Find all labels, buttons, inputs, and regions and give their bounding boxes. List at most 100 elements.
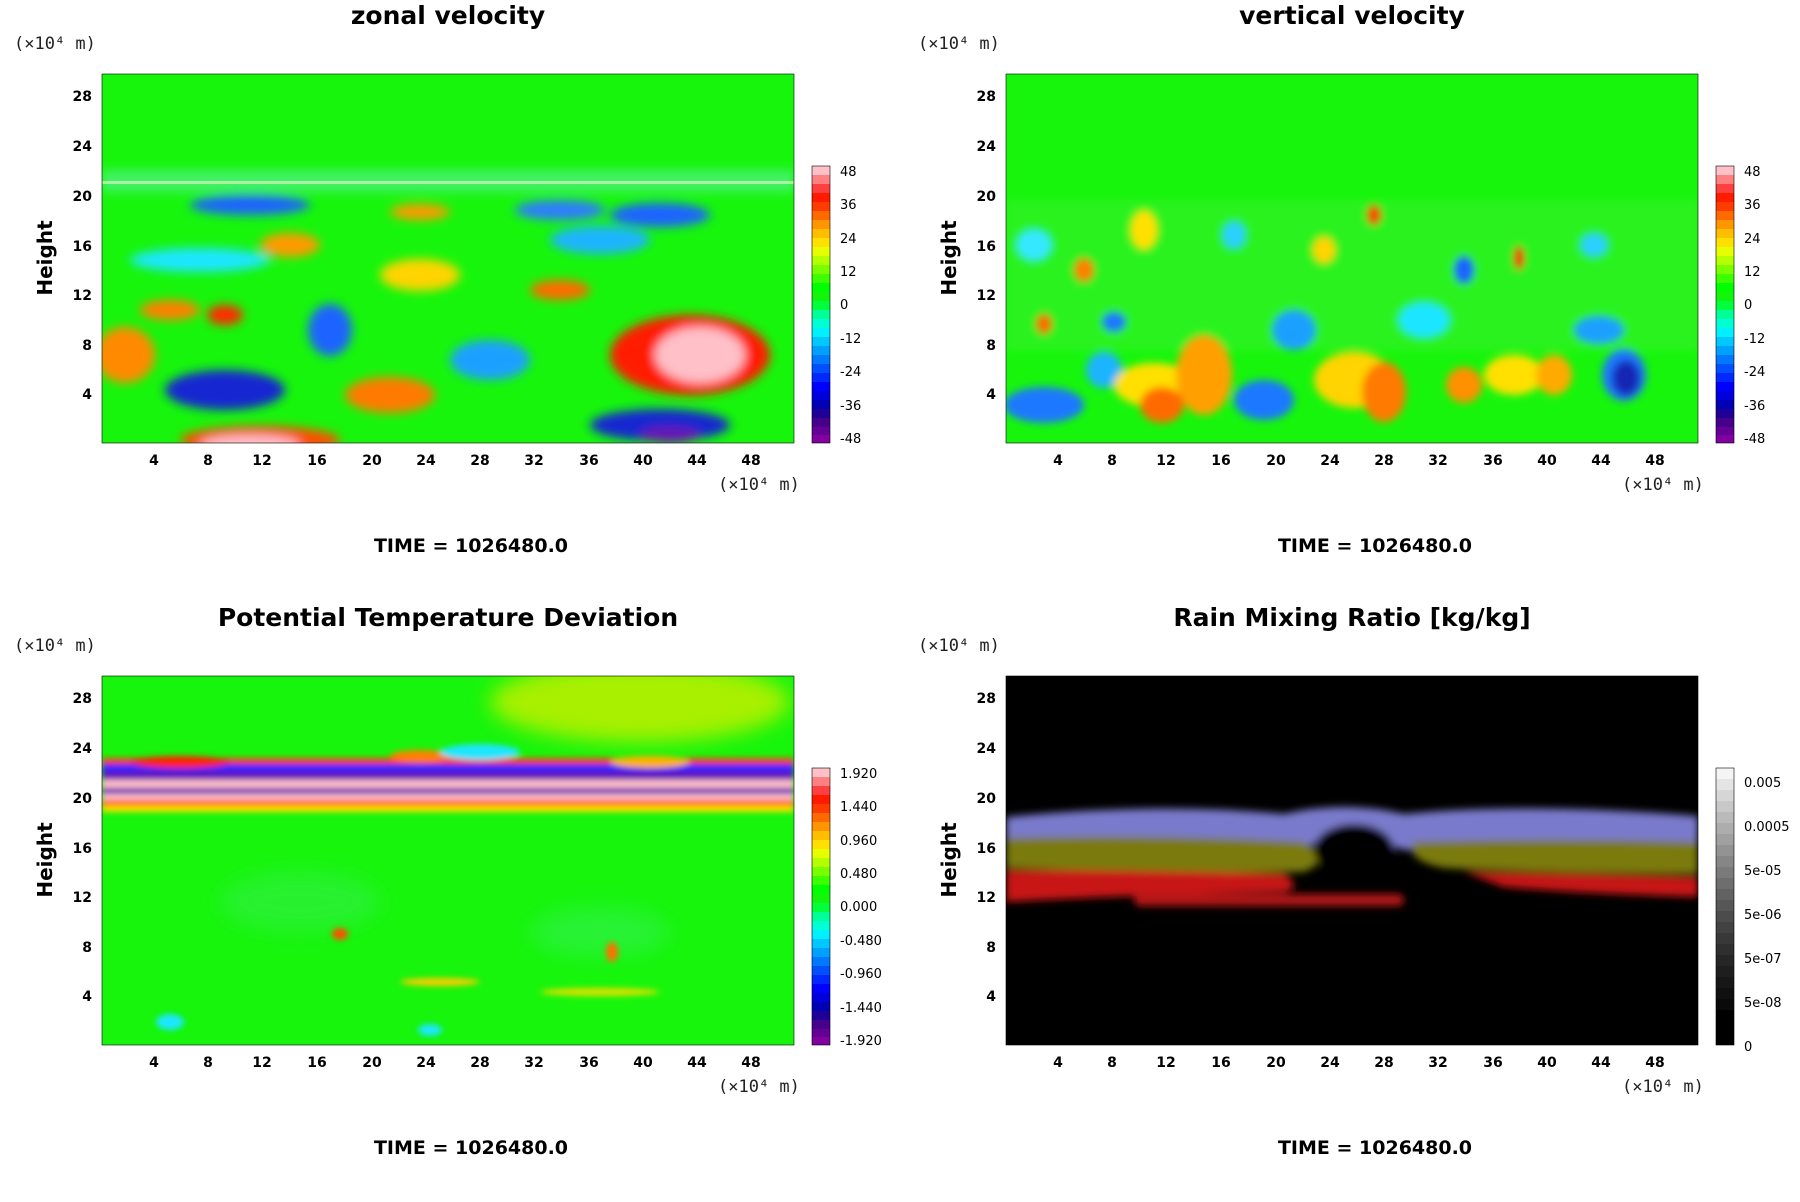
x-tick-label: 24 [416, 453, 436, 469]
y-tick-label: 28 [977, 89, 996, 105]
colorbar-label: -1.440 [840, 1001, 882, 1016]
x-tick-label: 16 [1211, 453, 1230, 469]
x-tick-label: 24 [416, 1055, 436, 1071]
x-tick-label: 36 [1483, 453, 1502, 469]
x-tick-label: 28 [1374, 1055, 1393, 1071]
chart-title: Potential Temperature Deviation [218, 603, 678, 632]
colorbar-label: -24 [1744, 365, 1765, 380]
y-tick-label: 16 [977, 239, 996, 255]
y-tick-label: 28 [977, 691, 996, 707]
x-tick-label: 8 [1107, 453, 1117, 469]
time-label: TIME = 1026480.0 [374, 1137, 568, 1159]
y-tick-label: 4 [986, 387, 996, 403]
time-label: TIME = 1026480.0 [1278, 1137, 1472, 1159]
colorbar-label: -0.480 [840, 934, 882, 949]
y-tick-label: 16 [73, 841, 92, 857]
x-tick-label: 44 [687, 453, 707, 469]
x-ticks: 4 8 12 16 20 24 28 32 36 40 44 48 [1053, 1055, 1665, 1071]
y-tick-label: 12 [977, 890, 996, 906]
y-tick-label: 28 [73, 89, 92, 105]
vertical-velocity-chart: vertical velocity (×10⁴ m) [918, 1, 1765, 557]
x-tick-label: 12 [252, 453, 271, 469]
colorbar-label: 5e-08 [1744, 996, 1782, 1011]
heatmap-field [1006, 676, 1698, 1045]
x-tick-label: 44 [1591, 1055, 1611, 1071]
x-tick-label: 8 [203, 453, 213, 469]
rain-mixing-ratio-chart: Rain Mixing Ratio [kg/kg] (×10⁴ m) Heigh… [918, 603, 1790, 1159]
colorbar-label: 5e-06 [1744, 908, 1782, 923]
colorbar-label: 0.000 [840, 900, 877, 915]
panel-zonal-velocity: zonal velocity (×10⁴ m) [0, 0, 900, 600]
colorbar-label: 0 [1744, 298, 1752, 313]
y-tick-label: 4 [986, 989, 996, 1005]
y-unit-label: (×10⁴ m) [14, 34, 96, 54]
y-ticks: 4 8 12 16 20 24 28 [73, 89, 93, 403]
x-tick-label: 28 [470, 1055, 489, 1071]
y-tick-label: 20 [73, 791, 93, 807]
colorbar [811, 767, 831, 1046]
colorbar-label: 12 [1744, 265, 1761, 280]
colorbar-label: 5e-05 [1744, 864, 1782, 879]
y-tick-label: 28 [73, 691, 92, 707]
colorbar [1715, 165, 1735, 444]
potential-temperature-chart: Potential Temperature Deviation (×10⁴ m) [14, 603, 882, 1159]
y-unit-label: (×10⁴ m) [918, 636, 1000, 656]
x-tick-label: 48 [1645, 1055, 1664, 1071]
x-tick-label: 20 [362, 453, 382, 469]
chart-title: vertical velocity [1239, 1, 1465, 30]
colorbar-labels: 48 36 24 12 0 -12 -24 -36 -48 [1744, 165, 1765, 447]
colorbar-label: 0.960 [840, 834, 877, 849]
time-label: TIME = 1026480.0 [1278, 535, 1472, 557]
y-axis-label: Height [937, 822, 961, 898]
x-tick-label: 20 [1266, 1055, 1286, 1071]
y-tick-label: 24 [977, 139, 997, 155]
colorbar-labels: 0.005 0.0005 5e-05 5e-06 5e-07 5e-08 0 [1744, 776, 1790, 1055]
x-ticks: 4 8 12 16 20 24 28 32 36 40 44 48 [149, 453, 761, 469]
x-tick-label: 36 [1483, 1055, 1502, 1071]
colorbar-label: 0.0005 [1744, 820, 1790, 835]
colorbar-label: -48 [840, 432, 861, 447]
colorbar [811, 165, 831, 444]
x-unit-label: (×10⁴ m) [1622, 475, 1704, 495]
y-tick-label: 4 [82, 387, 92, 403]
y-tick-label: 12 [73, 288, 92, 304]
y-axis-label: Height [33, 822, 57, 898]
colorbar-label: -48 [1744, 432, 1765, 447]
colorbar-label: 24 [1744, 232, 1761, 247]
x-tick-label: 48 [1645, 453, 1664, 469]
y-tick-label: 24 [73, 741, 93, 757]
colorbar-label: -36 [1744, 399, 1765, 414]
colorbar-label: 48 [840, 165, 857, 180]
colorbar-label: 5e-07 [1744, 952, 1782, 967]
x-tick-label: 4 [149, 453, 159, 469]
chart-title: Rain Mixing Ratio [kg/kg] [1173, 603, 1530, 632]
x-tick-label: 20 [1266, 453, 1286, 469]
x-tick-label: 16 [307, 1055, 326, 1071]
x-tick-label: 24 [1320, 453, 1340, 469]
x-tick-label: 48 [741, 453, 760, 469]
colorbar-label: -12 [840, 332, 861, 347]
x-unit-label: (×10⁴ m) [1622, 1077, 1704, 1097]
y-unit-label: (×10⁴ m) [14, 636, 96, 656]
x-tick-label: 8 [1107, 1055, 1117, 1071]
y-tick-label: 16 [73, 239, 92, 255]
x-tick-label: 12 [1156, 1055, 1175, 1071]
x-tick-label: 20 [362, 1055, 382, 1071]
colorbar-label: -0.960 [840, 967, 882, 982]
y-tick-label: 24 [977, 741, 997, 757]
colorbar-label: 36 [1744, 198, 1761, 213]
x-tick-label: 40 [633, 1055, 653, 1071]
y-ticks: 4 8 12 16 20 24 28 [977, 691, 997, 1005]
x-tick-label: 4 [1053, 453, 1063, 469]
y-axis-label: Height [33, 220, 57, 296]
x-tick-label: 32 [524, 1055, 543, 1071]
x-tick-label: 32 [524, 453, 543, 469]
x-tick-label: 12 [1156, 453, 1175, 469]
x-tick-label: 12 [252, 1055, 271, 1071]
x-tick-label: 16 [1211, 1055, 1230, 1071]
colorbar-label: 0 [840, 298, 848, 313]
colorbar-label: 24 [840, 232, 857, 247]
x-tick-label: 8 [203, 1055, 213, 1071]
x-tick-label: 32 [1428, 453, 1447, 469]
x-tick-label: 48 [741, 1055, 760, 1071]
